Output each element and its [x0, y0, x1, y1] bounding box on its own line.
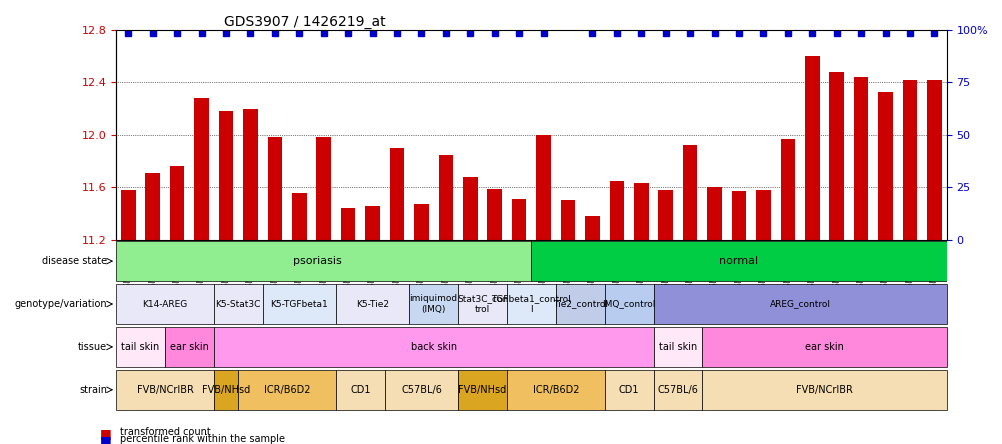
- Text: FVB/NCrIBR: FVB/NCrIBR: [136, 385, 193, 395]
- FancyBboxPatch shape: [164, 327, 213, 367]
- Bar: [829, 72, 844, 240]
- Bar: [169, 166, 184, 240]
- FancyBboxPatch shape: [263, 284, 336, 324]
- Text: FVB/NHsd: FVB/NHsd: [458, 385, 506, 395]
- FancyBboxPatch shape: [604, 284, 653, 324]
- Text: TGFbeta1_control
l: TGFbeta1_control l: [491, 294, 571, 314]
- Text: K5-Stat3C: K5-Stat3C: [215, 300, 261, 309]
- Bar: [487, 189, 502, 240]
- Text: ■: ■: [100, 427, 112, 440]
- Text: Stat3C_con
trol: Stat3C_con trol: [457, 294, 508, 314]
- FancyBboxPatch shape: [701, 327, 946, 367]
- FancyBboxPatch shape: [213, 284, 263, 324]
- FancyBboxPatch shape: [116, 370, 213, 409]
- FancyBboxPatch shape: [409, 284, 458, 324]
- Text: transformed count: transformed count: [120, 427, 210, 437]
- Bar: [536, 135, 550, 240]
- FancyBboxPatch shape: [506, 370, 604, 409]
- Text: ■: ■: [100, 434, 112, 444]
- Text: back skin: back skin: [410, 342, 456, 352]
- FancyBboxPatch shape: [238, 370, 336, 409]
- Text: strain: strain: [79, 385, 107, 395]
- Text: K14-AREG: K14-AREG: [142, 300, 187, 309]
- Bar: [584, 216, 599, 240]
- Bar: [316, 138, 331, 240]
- Text: K5-Tie2: K5-Tie2: [356, 300, 389, 309]
- Bar: [756, 190, 770, 240]
- Bar: [218, 111, 233, 240]
- Bar: [414, 204, 428, 240]
- FancyBboxPatch shape: [116, 242, 531, 281]
- Text: FVB/NCrIBR: FVB/NCrIBR: [796, 385, 852, 395]
- Bar: [560, 200, 575, 240]
- Bar: [438, 155, 453, 240]
- FancyBboxPatch shape: [555, 284, 604, 324]
- FancyBboxPatch shape: [653, 370, 701, 409]
- Bar: [390, 148, 404, 240]
- Bar: [682, 145, 696, 240]
- Bar: [609, 181, 623, 240]
- Text: C57BL/6: C57BL/6: [401, 385, 442, 395]
- Text: ear skin: ear skin: [169, 342, 208, 352]
- Bar: [706, 187, 721, 240]
- FancyBboxPatch shape: [506, 284, 555, 324]
- FancyBboxPatch shape: [653, 284, 946, 324]
- Text: ICR/B6D2: ICR/B6D2: [264, 385, 310, 395]
- Bar: [730, 191, 745, 240]
- FancyBboxPatch shape: [213, 327, 653, 367]
- Bar: [780, 139, 795, 240]
- Bar: [242, 109, 258, 240]
- Text: AREG_control: AREG_control: [769, 300, 830, 309]
- Bar: [194, 98, 208, 240]
- Text: tail skin: tail skin: [121, 342, 159, 352]
- Bar: [633, 183, 648, 240]
- Bar: [902, 80, 917, 240]
- Text: Tie2_control: Tie2_control: [552, 300, 607, 309]
- Bar: [268, 138, 282, 240]
- Text: FVB/NHsd: FVB/NHsd: [201, 385, 249, 395]
- FancyBboxPatch shape: [653, 327, 701, 367]
- Text: ICR/B6D2: ICR/B6D2: [532, 385, 578, 395]
- Bar: [511, 199, 526, 240]
- Text: normal: normal: [718, 256, 758, 266]
- FancyBboxPatch shape: [604, 370, 653, 409]
- Bar: [341, 208, 355, 240]
- Bar: [805, 56, 819, 240]
- FancyBboxPatch shape: [336, 284, 409, 324]
- Text: tissue: tissue: [78, 342, 107, 352]
- Text: genotype/variation: genotype/variation: [14, 299, 107, 309]
- Bar: [657, 190, 672, 240]
- Bar: [121, 190, 135, 240]
- Text: GDS3907 / 1426219_at: GDS3907 / 1426219_at: [223, 15, 386, 29]
- FancyBboxPatch shape: [531, 242, 946, 281]
- Text: imiquimod
(IMQ): imiquimod (IMQ): [409, 294, 457, 314]
- Bar: [878, 91, 892, 240]
- Text: C57BL/6: C57BL/6: [657, 385, 697, 395]
- Text: ear skin: ear skin: [805, 342, 843, 352]
- FancyBboxPatch shape: [116, 284, 213, 324]
- Bar: [853, 77, 868, 240]
- Text: IMQ_control: IMQ_control: [602, 300, 655, 309]
- FancyBboxPatch shape: [458, 284, 506, 324]
- Text: percentile rank within the sample: percentile rank within the sample: [120, 434, 286, 444]
- FancyBboxPatch shape: [385, 370, 458, 409]
- Bar: [365, 206, 380, 240]
- FancyBboxPatch shape: [701, 370, 946, 409]
- FancyBboxPatch shape: [213, 370, 238, 409]
- Text: disease state: disease state: [42, 256, 107, 266]
- Text: CD1: CD1: [618, 385, 638, 395]
- Text: CD1: CD1: [350, 385, 371, 395]
- Bar: [145, 173, 160, 240]
- Bar: [926, 80, 941, 240]
- FancyBboxPatch shape: [116, 327, 164, 367]
- Bar: [463, 177, 477, 240]
- FancyBboxPatch shape: [336, 370, 385, 409]
- FancyBboxPatch shape: [458, 370, 506, 409]
- Bar: [292, 193, 307, 240]
- Text: K5-TGFbeta1: K5-TGFbeta1: [271, 300, 328, 309]
- Text: psoriasis: psoriasis: [293, 256, 342, 266]
- Text: tail skin: tail skin: [658, 342, 696, 352]
